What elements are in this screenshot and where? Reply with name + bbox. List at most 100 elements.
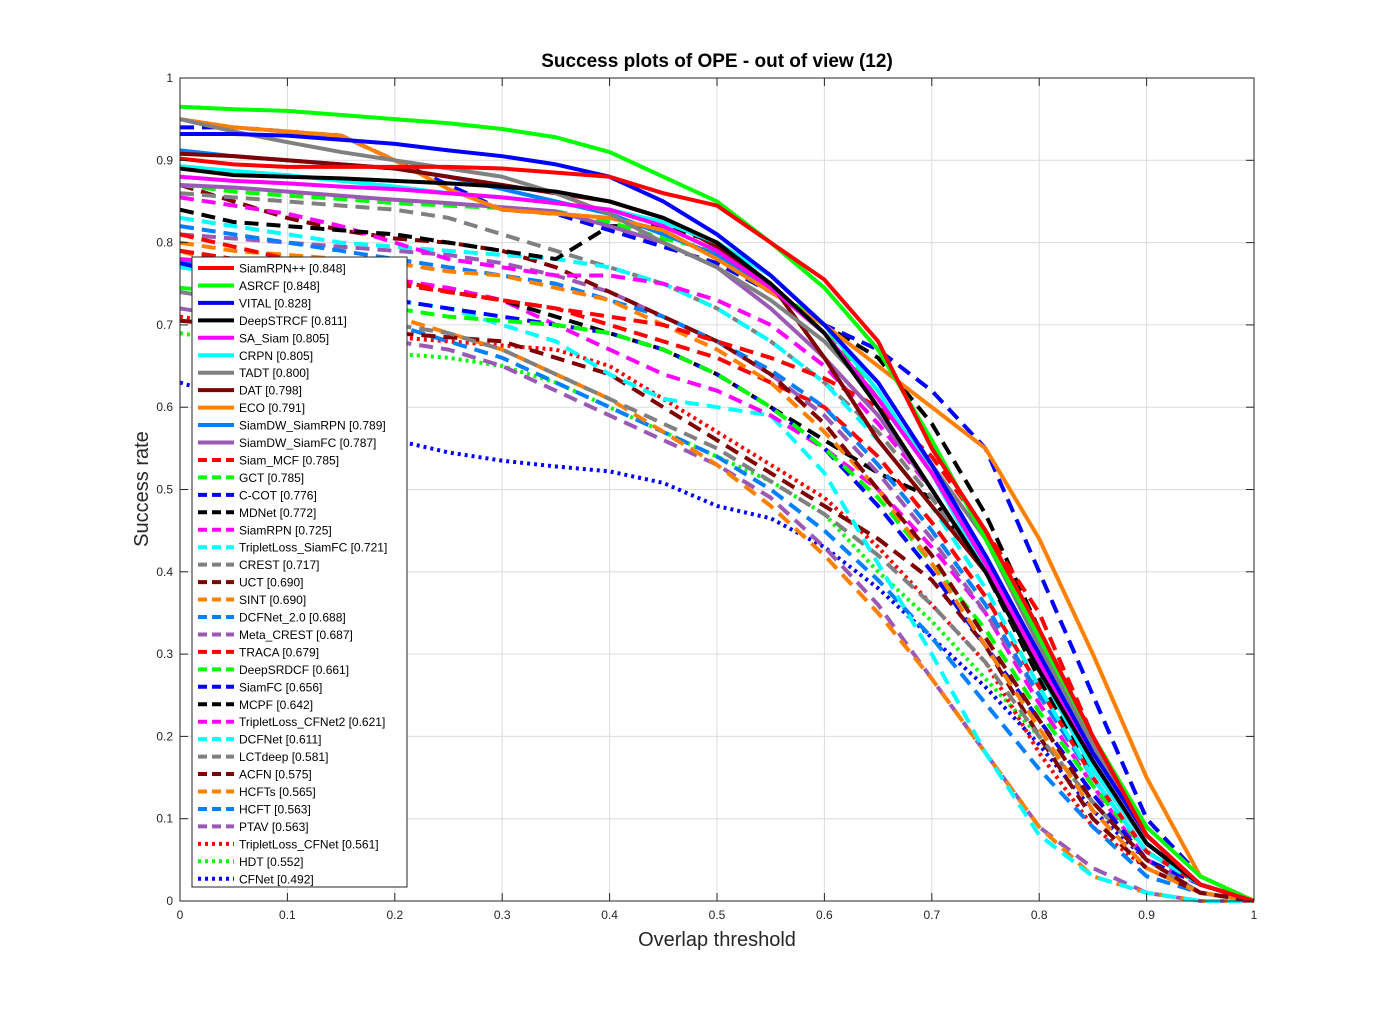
legend-item: SiamFC [0.656]: [198, 680, 322, 694]
x-tick-label: 0.5: [709, 908, 726, 922]
legend-label: TripletLoss_CFNet [0.561]: [239, 837, 379, 851]
legend-item: ACFN [0.575]: [198, 768, 312, 782]
legend-label: C-COT [0.776]: [239, 488, 317, 502]
legend-label: HCFT [0.563]: [239, 802, 311, 816]
legend-label: CREST [0.717]: [239, 558, 319, 572]
chart-title: Success plots of OPE - out of view (12): [541, 51, 893, 72]
series-line-siamrpn-: [179, 156, 1255, 903]
x-tick-label: 0.6: [816, 908, 833, 922]
y-tick-label: 0.9: [156, 153, 173, 167]
legend-label: SiamRPN++ [0.848]: [239, 262, 346, 276]
legend-item: MCPF [0.642]: [198, 698, 313, 712]
legend-label: MDNet [0.772]: [239, 506, 316, 520]
legend-label: MCPF [0.642]: [239, 698, 313, 712]
legend-item: TADT [0.800]: [198, 366, 309, 380]
legend-label: PTAV [0.563]: [239, 820, 309, 834]
legend-label: SiamFC [0.656]: [239, 680, 322, 694]
legend-item: PTAV [0.563]: [198, 820, 309, 834]
legend-label: DCFNet [0.611]: [239, 733, 321, 747]
legend-item: CFNet [0.492]: [198, 872, 314, 886]
legend: SiamRPN++ [0.848] ASRCF [0.848] VITAL [0.8…: [191, 256, 408, 888]
x-tick-label: 0.9: [1138, 908, 1155, 922]
legend-item: CREST [0.717]: [198, 558, 319, 572]
y-tick-label: 0.8: [156, 236, 173, 250]
legend-item: SiamDW_SiamFC [0.787]: [198, 436, 376, 450]
legend-item: TripletLoss_SiamFC [0.721]: [198, 541, 387, 555]
legend-label: SINT [0.690]: [239, 593, 306, 607]
legend-label: DAT [0.798]: [239, 384, 302, 398]
legend-item: DeepSRDCF [0.661]: [198, 663, 349, 677]
series-line-tadt: [179, 117, 1255, 903]
legend-item: VITAL [0.828]: [198, 296, 311, 310]
legend-label: SA_Siam [0.805]: [239, 331, 329, 345]
legend-item: DCFNet [0.611]: [198, 733, 321, 747]
legend-item: HCFTs [0.565]: [198, 785, 316, 799]
legend-label: Siam_MCF [0.785]: [239, 453, 339, 467]
legend-item: UCT [0.690]: [198, 576, 303, 590]
series-line-eco: [179, 117, 1255, 903]
legend-item: TripletLoss_CFNet [0.561]: [198, 837, 379, 851]
legend-label: SiamDW_SiamRPN [0.789]: [239, 419, 386, 433]
legend-label: TRACA [0.679]: [239, 645, 319, 659]
y-tick-label: 0.6: [156, 400, 173, 414]
legend-box: [191, 256, 408, 888]
legend-label: CFNet [0.492]: [239, 872, 314, 886]
legend-item: MDNet [0.772]: [198, 506, 316, 520]
legend-item: SA_Siam [0.805]: [198, 331, 329, 345]
series-line-deepstrcf: [179, 166, 1255, 903]
legend-item: LCTdeep [0.581]: [198, 750, 328, 764]
legend-item: SiamRPN++ [0.848]: [198, 262, 346, 276]
legend-label: GCT [0.785]: [239, 471, 304, 485]
y-tick-label: 0: [166, 894, 173, 908]
series-line-crest: [179, 191, 1255, 903]
legend-item: ASRCF [0.848]: [198, 279, 320, 293]
y-tick-label: 0.3: [156, 647, 173, 661]
y-tick-label: 1: [166, 71, 173, 85]
x-tick-label: 0: [177, 908, 184, 922]
x-tick-label: 0.7: [923, 908, 940, 922]
y-tick-label: 0.7: [156, 318, 173, 332]
legend-label: SiamRPN [0.725]: [239, 523, 332, 537]
legend-item: SINT [0.690]: [198, 593, 306, 607]
series-line-cfnet: [179, 380, 1255, 903]
legend-label: UCT [0.690]: [239, 576, 303, 590]
legend-label: SiamDW_SiamFC [0.787]: [239, 436, 376, 450]
y-tick-label: 0.2: [156, 729, 173, 743]
x-tick-label: 0.2: [386, 908, 403, 922]
legend-label: TripletLoss_CFNet2 [0.621]: [239, 715, 385, 729]
x-axis-label: Overlap threshold: [638, 929, 796, 951]
y-tick-label: 0.5: [156, 483, 173, 497]
legend-item: TripletLoss_CFNet2 [0.621]: [198, 715, 385, 729]
legend-item: SiamRPN [0.725]: [198, 523, 332, 537]
legend-label: DCFNet_2.0 [0.688]: [239, 611, 346, 625]
legend-label: ECO [0.791]: [239, 401, 305, 415]
legend-label: CRPN [0.805]: [239, 349, 313, 363]
axis-ticks: 0 0.1 0.2 0.3 0.4 0.5 0.6 0.7 0.8 0.9 1 0 0.1 0.2 0.3 0…: [156, 71, 1257, 922]
legend-label: DeepSRDCF [0.661]: [239, 663, 349, 677]
legend-item: DAT [0.798]: [198, 384, 302, 398]
legend-item: TRACA [0.679]: [198, 645, 319, 659]
legend-item: DeepSTRCF [0.811]: [198, 314, 347, 328]
y-axis-label: Success rate: [131, 431, 153, 547]
x-tick-label: 0.3: [494, 908, 511, 922]
legend-label: ACFN [0.575]: [239, 768, 312, 782]
legend-item: Siam_MCF [0.785]: [198, 453, 339, 467]
legend-label: HCFTs [0.565]: [239, 785, 316, 799]
legend-label: LCTdeep [0.581]: [239, 750, 328, 764]
x-tick-label: 0.4: [601, 908, 618, 922]
series-line-tripletloss-siamfc: [179, 215, 1255, 903]
x-tick-label: 0.8: [1031, 908, 1048, 922]
legend-item: SiamDW_SiamRPN [0.789]: [198, 419, 386, 433]
legend-label: HDT [0.552]: [239, 855, 303, 869]
y-tick-label: 0.4: [156, 565, 173, 579]
legend-label: DeepSTRCF [0.811]: [239, 314, 347, 328]
legend-label: VITAL [0.828]: [239, 296, 311, 310]
legend-label: TripletLoss_SiamFC [0.721]: [239, 541, 387, 555]
legend-item: GCT [0.785]: [198, 471, 304, 485]
y-tick-label: 0.1: [156, 812, 173, 826]
series-line-vital: [180, 131, 1255, 903]
legend-item: Meta_CREST [0.687]: [198, 628, 353, 642]
legend-item: DCFNet_2.0 [0.688]: [198, 611, 346, 625]
legend-item: HCFT [0.563]: [198, 802, 311, 816]
